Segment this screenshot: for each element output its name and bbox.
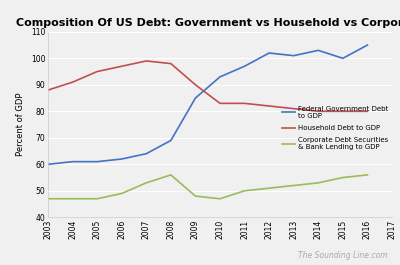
Federal Government Debt
to GDP [267,51,272,55]
Household Debt to GDP [291,107,296,110]
Federal Government Debt
to GDP [340,57,345,60]
Household Debt to GDP [218,102,222,105]
Corporate Debt Securities
& Bank Lending to GDP [340,176,345,179]
Corporate Debt Securities
& Bank Lending to GDP [365,173,370,176]
Household Debt to GDP [365,110,370,113]
Household Debt to GDP [168,62,173,65]
Text: The Sounding Line.com: The Sounding Line.com [298,251,388,260]
Federal Government Debt
to GDP [95,160,100,163]
Line: Corporate Debt Securities
& Bank Lending to GDP: Corporate Debt Securities & Bank Lending… [48,175,368,199]
Household Debt to GDP [46,89,50,92]
Corporate Debt Securities
& Bank Lending to GDP [70,197,75,200]
Corporate Debt Securities
& Bank Lending to GDP [218,197,222,200]
Household Debt to GDP [193,83,198,86]
Corporate Debt Securities
& Bank Lending to GDP [168,173,173,176]
Corporate Debt Securities
& Bank Lending to GDP [119,192,124,195]
Federal Government Debt
to GDP [316,49,321,52]
Corporate Debt Securities
& Bank Lending to GDP [193,195,198,198]
Household Debt to GDP [316,110,321,113]
Corporate Debt Securities
& Bank Lending to GDP [46,197,50,200]
Household Debt to GDP [95,70,100,73]
Legend: Federal Government Debt
to GDP, Household Debt to GDP, Corporate Debt Securities: Federal Government Debt to GDP, Househol… [282,106,388,150]
Corporate Debt Securities
& Bank Lending to GDP [144,181,149,184]
Title: Composition Of US Debt: Government vs Household vs Corporate: Composition Of US Debt: Government vs Ho… [16,18,400,28]
Federal Government Debt
to GDP [144,152,149,155]
Federal Government Debt
to GDP [242,65,247,68]
Federal Government Debt
to GDP [119,157,124,161]
Federal Government Debt
to GDP [46,163,50,166]
Federal Government Debt
to GDP [70,160,75,163]
Household Debt to GDP [144,59,149,63]
Federal Government Debt
to GDP [218,75,222,78]
Federal Government Debt
to GDP [365,43,370,47]
Line: Household Debt to GDP: Household Debt to GDP [48,61,368,111]
Household Debt to GDP [267,104,272,108]
Household Debt to GDP [119,65,124,68]
Corporate Debt Securities
& Bank Lending to GDP [316,181,321,184]
Corporate Debt Securities
& Bank Lending to GDP [267,187,272,190]
Y-axis label: Percent of GDP: Percent of GDP [16,93,25,156]
Corporate Debt Securities
& Bank Lending to GDP [291,184,296,187]
Household Debt to GDP [70,81,75,84]
Line: Federal Government Debt
to GDP: Federal Government Debt to GDP [48,45,368,164]
Corporate Debt Securities
& Bank Lending to GDP [95,197,100,200]
Corporate Debt Securities
& Bank Lending to GDP [242,189,247,192]
Federal Government Debt
to GDP [168,139,173,142]
Federal Government Debt
to GDP [193,96,198,100]
Federal Government Debt
to GDP [291,54,296,57]
Household Debt to GDP [340,110,345,113]
Household Debt to GDP [242,102,247,105]
